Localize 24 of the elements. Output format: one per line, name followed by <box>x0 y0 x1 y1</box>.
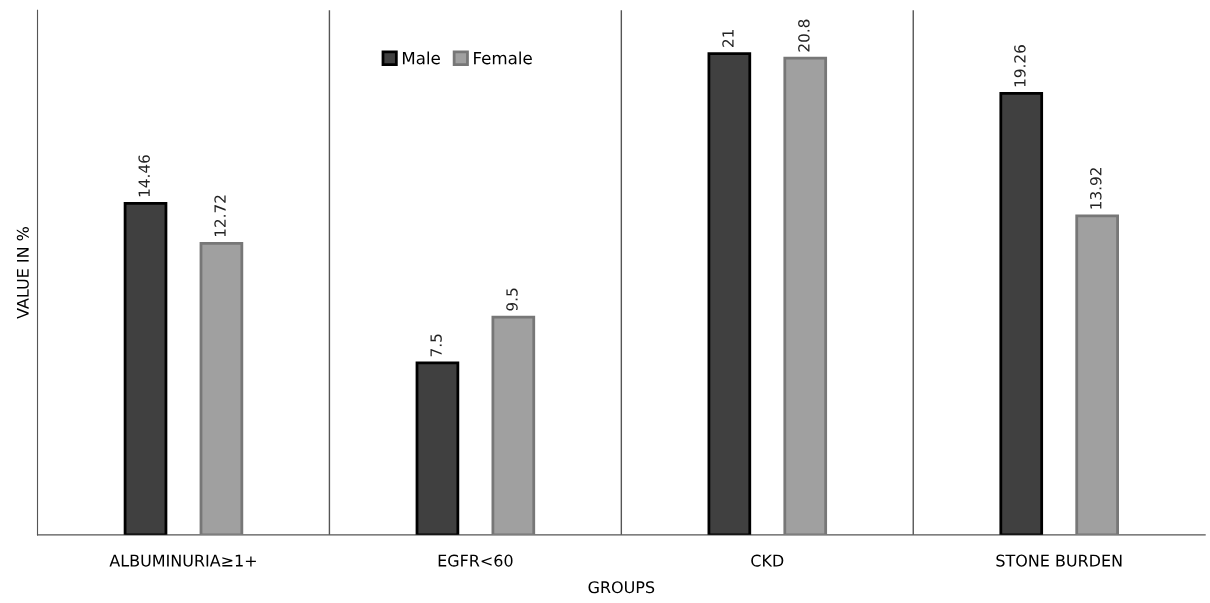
bar <box>999 92 1044 535</box>
data-label: 14.46 <box>138 155 150 197</box>
legend-label: Female <box>474 51 532 65</box>
bar <box>783 56 828 535</box>
bar <box>123 202 168 535</box>
data-label: 9.5 <box>506 288 518 311</box>
data-label: 19.26 <box>1014 45 1026 87</box>
data-label: 21 <box>722 29 734 47</box>
x-axis-title: GROUPS <box>588 581 655 594</box>
legend-label: Male <box>402 51 440 65</box>
x-tick-label: ALBUMINURIA≥1+ <box>109 554 256 567</box>
y-axis-title: VALUE IN % <box>16 227 29 319</box>
data-label: 20.8 <box>798 19 810 52</box>
x-tick-label: STONE BURDEN <box>996 554 1122 567</box>
data-label: 13.92 <box>1090 168 1102 209</box>
bar <box>199 241 244 535</box>
data-label: 7.5 <box>430 334 442 357</box>
bar <box>415 361 460 535</box>
bar <box>491 315 536 535</box>
x-tick-label: EGFR<60 <box>438 554 513 567</box>
x-tick-label: CKD <box>751 554 784 567</box>
bar <box>707 52 752 535</box>
bar <box>1075 214 1119 535</box>
data-label: 12.72 <box>214 195 226 237</box>
